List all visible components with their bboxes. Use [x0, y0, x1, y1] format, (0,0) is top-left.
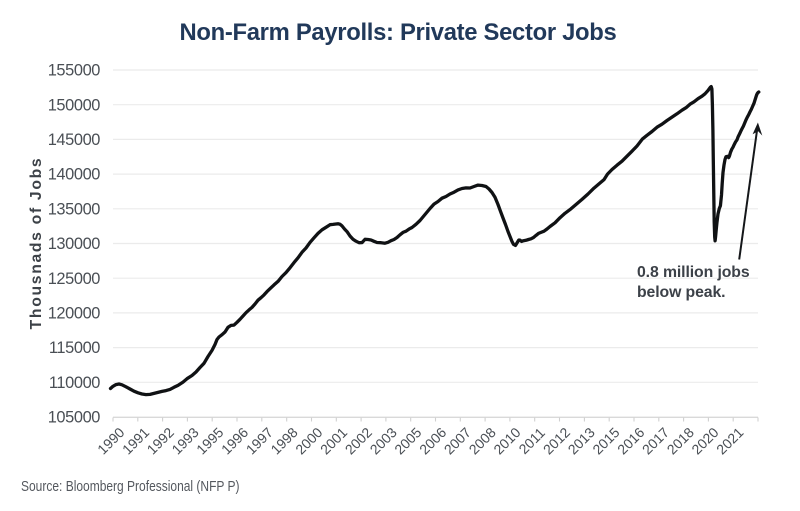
svg-text:2017: 2017 — [639, 424, 672, 457]
svg-text:2021: 2021 — [713, 424, 746, 457]
svg-text:1996: 1996 — [218, 424, 251, 457]
svg-text:140000: 140000 — [48, 166, 101, 184]
svg-text:2008: 2008 — [466, 424, 499, 457]
svg-text:1998: 1998 — [267, 424, 300, 457]
svg-text:2012: 2012 — [540, 424, 573, 457]
svg-text:1990: 1990 — [94, 424, 127, 457]
svg-text:150000: 150000 — [48, 96, 101, 114]
svg-text:1992: 1992 — [144, 424, 177, 457]
svg-text:2016: 2016 — [614, 424, 647, 457]
svg-text:1995: 1995 — [193, 424, 226, 457]
svg-text:2011: 2011 — [515, 424, 548, 457]
svg-text:145000: 145000 — [48, 131, 101, 149]
svg-text:135000: 135000 — [48, 200, 101, 218]
svg-text:125000: 125000 — [48, 270, 101, 288]
svg-text:120000: 120000 — [48, 305, 101, 323]
svg-text:2018: 2018 — [664, 424, 697, 457]
svg-text:below peak.: below peak. — [637, 284, 725, 301]
svg-text:130000: 130000 — [48, 235, 101, 253]
svg-text:2000: 2000 — [292, 424, 325, 457]
svg-text:2020: 2020 — [688, 424, 721, 457]
svg-text:2005: 2005 — [391, 424, 424, 457]
svg-text:2006: 2006 — [416, 424, 449, 457]
svg-text:110000: 110000 — [49, 374, 100, 392]
svg-text:Thousnads of Jobs: Thousnads of Jobs — [28, 157, 45, 330]
svg-text:1997: 1997 — [243, 424, 276, 457]
svg-text:2013: 2013 — [565, 424, 598, 457]
svg-text:105000: 105000 — [48, 409, 101, 427]
svg-text:2002: 2002 — [342, 424, 375, 457]
svg-text:1993: 1993 — [168, 424, 201, 457]
svg-text:2003: 2003 — [367, 424, 400, 457]
svg-text:155000: 155000 — [48, 62, 101, 80]
svg-text:2010: 2010 — [490, 424, 523, 457]
svg-text:2015: 2015 — [589, 424, 622, 457]
svg-text:115000: 115000 — [49, 339, 100, 357]
svg-text:2007: 2007 — [441, 424, 474, 457]
svg-text:2001: 2001 — [317, 424, 350, 457]
svg-text:0.8 million jobs: 0.8 million jobs — [637, 264, 750, 281]
svg-text:1991: 1991 — [119, 424, 152, 457]
